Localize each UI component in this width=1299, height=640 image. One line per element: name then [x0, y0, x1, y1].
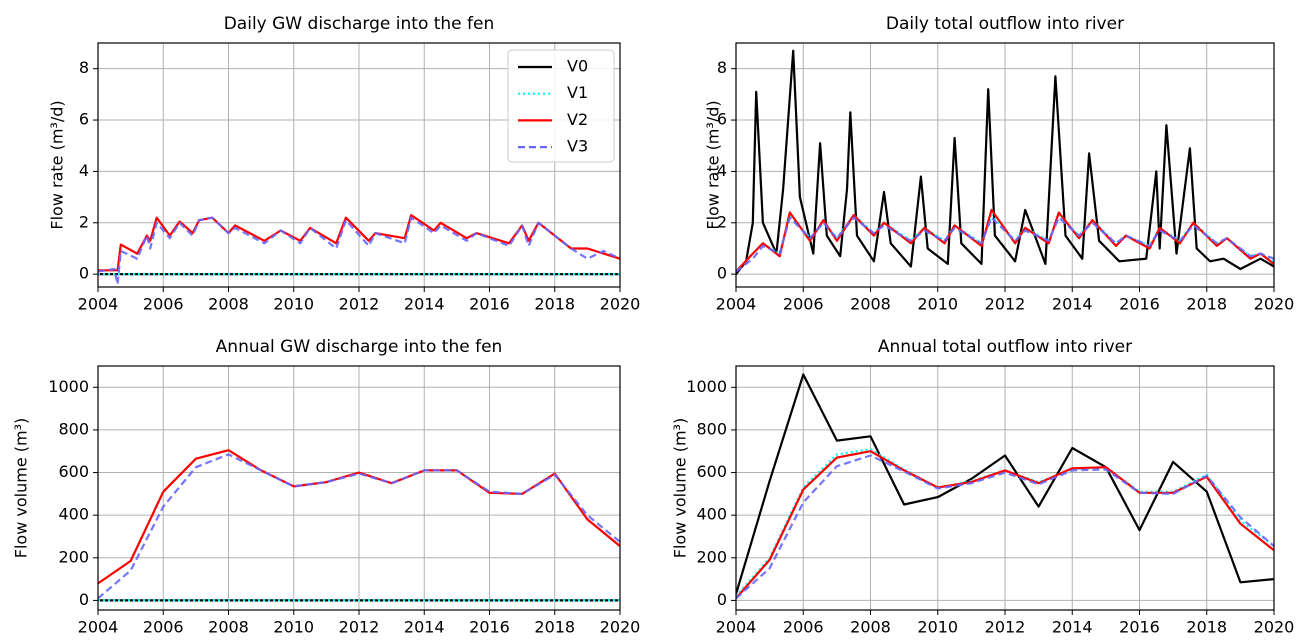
y-tick-label: 0	[717, 264, 727, 283]
y-tick-label: 2	[717, 212, 727, 231]
x-tick-label: 2006	[783, 295, 824, 314]
y-tick-label: 800	[58, 419, 89, 438]
series-line	[98, 449, 620, 585]
axes-frame	[97, 42, 621, 288]
x-tick-label: 2008	[208, 295, 249, 314]
x-tick-label: 2010	[917, 618, 958, 637]
legend-label: V2	[567, 110, 588, 129]
x-tick-label: 2012	[339, 618, 380, 637]
y-tick-label: 0	[79, 590, 89, 609]
x-tick-label: 2014	[1052, 295, 1093, 314]
series-line	[736, 216, 1274, 273]
x-tick-label: 2016	[469, 295, 510, 314]
y-tick-label: 0	[79, 264, 89, 283]
chart-title: Annual GW discharge into the fen	[216, 337, 503, 357]
x-tick-label: 2010	[917, 295, 958, 314]
x-tick-label: 2004	[716, 295, 757, 314]
y-axis-label: Flow rate (m³/d)	[48, 100, 67, 229]
x-tick-label: 2020	[1254, 618, 1295, 637]
x-tick-label: 2012	[985, 618, 1026, 637]
y-tick-label: 4	[717, 161, 727, 180]
y-tick-label: 400	[58, 505, 89, 524]
x-tick-label: 2016	[1119, 295, 1160, 314]
axes-frame	[735, 365, 1275, 611]
x-tick-label: 2012	[339, 295, 380, 314]
y-tick-label: 8	[79, 58, 89, 77]
x-tick-label: 2016	[469, 618, 510, 637]
axes-frame	[735, 42, 1275, 288]
legend-label: V0	[567, 57, 588, 76]
x-tick-label: 2008	[850, 295, 891, 314]
chart-title: Daily total outflow into river	[886, 14, 1124, 34]
series-line	[98, 453, 620, 600]
y-tick-label: 200	[696, 547, 727, 566]
axes-frame	[97, 365, 621, 611]
y-tick-label: 800	[696, 419, 727, 438]
x-tick-label: 2020	[600, 618, 641, 637]
x-tick-label: 2014	[404, 618, 445, 637]
series-line	[98, 214, 620, 272]
x-tick-label: 2018	[1186, 618, 1227, 637]
y-axis-label: Flow rate (m³/d)	[704, 100, 723, 229]
x-tick-label: 2014	[404, 295, 445, 314]
y-axis-label: Flow volume (m³)	[12, 418, 31, 558]
y-axis-label: Flow volume (m³)	[671, 418, 690, 558]
y-tick-label: 600	[696, 462, 727, 481]
x-tick-label: 2020	[600, 295, 641, 314]
y-tick-label: 2	[79, 212, 89, 231]
x-tick-label: 2010	[273, 295, 314, 314]
chart-title: Daily GW discharge into the fen	[224, 14, 495, 34]
y-tick-label: 200	[58, 547, 89, 566]
series-line	[736, 373, 1274, 595]
chart-title: Annual total outflow into river	[878, 337, 1132, 357]
series-line	[98, 216, 620, 286]
x-tick-label: 2012	[985, 295, 1026, 314]
x-tick-label: 2008	[208, 618, 249, 637]
legend-label: V3	[567, 137, 588, 156]
series-line	[736, 448, 1274, 597]
x-tick-label: 2018	[534, 618, 575, 637]
x-tick-label: 2004	[78, 295, 119, 314]
y-tick-label: 8	[717, 58, 727, 77]
series-line	[736, 454, 1274, 600]
x-tick-label: 2008	[850, 618, 891, 637]
x-tick-label: 2006	[143, 618, 184, 637]
x-tick-label: 2020	[1254, 295, 1295, 314]
x-tick-label: 2006	[143, 295, 184, 314]
y-tick-label: 6	[79, 110, 89, 129]
x-tick-label: 2018	[1186, 295, 1227, 314]
y-tick-label: 4	[79, 161, 89, 180]
y-tick-label: 6	[717, 110, 727, 129]
y-tick-label: 1000	[48, 377, 89, 396]
x-tick-label: 2014	[1052, 618, 1093, 637]
y-tick-label: 1000	[686, 377, 727, 396]
legend-box	[507, 49, 615, 163]
x-tick-label: 2006	[783, 618, 824, 637]
x-tick-label: 2018	[534, 295, 575, 314]
x-tick-label: 2016	[1119, 618, 1160, 637]
legend-label: V1	[567, 83, 588, 102]
y-tick-label: 0	[717, 590, 727, 609]
x-tick-label: 2004	[716, 618, 757, 637]
y-tick-label: 600	[58, 462, 89, 481]
x-tick-label: 2004	[78, 618, 119, 637]
y-tick-label: 400	[696, 505, 727, 524]
series-line	[736, 49, 1274, 275]
x-tick-label: 2010	[273, 618, 314, 637]
